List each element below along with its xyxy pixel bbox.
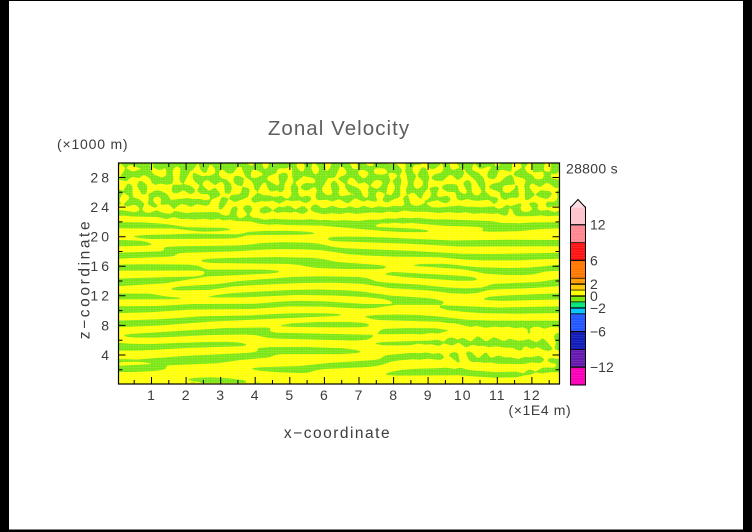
svg-text:5: 5 <box>285 387 294 403</box>
svg-text:(×1E4 m): (×1E4 m) <box>509 402 572 418</box>
svg-text:2: 2 <box>590 276 598 292</box>
svg-text:3: 3 <box>216 387 225 403</box>
svg-text:8: 8 <box>389 387 398 403</box>
svg-text:4: 4 <box>101 347 112 363</box>
svg-text:0: 0 <box>590 288 598 304</box>
svg-text:12: 12 <box>523 387 541 403</box>
svg-text:1: 1 <box>147 387 156 403</box>
svg-text:6: 6 <box>320 387 329 403</box>
svg-text:z−coordinate: z−coordinate <box>76 219 93 339</box>
svg-text:12: 12 <box>590 217 606 233</box>
svg-text:2: 2 <box>182 387 191 403</box>
svg-text:28: 28 <box>90 169 112 185</box>
svg-text:8: 8 <box>101 317 112 333</box>
svg-text:20: 20 <box>90 229 112 245</box>
svg-text:28800 s: 28800 s <box>566 161 618 177</box>
svg-text:6: 6 <box>590 252 598 268</box>
svg-text:Zonal Velocity: Zonal Velocity <box>268 117 410 140</box>
svg-text:−2: −2 <box>590 300 606 316</box>
svg-text:11: 11 <box>489 387 506 403</box>
svg-text:9: 9 <box>424 387 433 403</box>
svg-text:24: 24 <box>90 199 112 215</box>
svg-text:−12: −12 <box>590 359 614 375</box>
svg-text:(×1000 m): (×1000 m) <box>57 136 128 152</box>
svg-text:12: 12 <box>90 288 112 304</box>
svg-text:7: 7 <box>355 387 364 403</box>
svg-text:x−coordinate: x−coordinate <box>284 425 391 442</box>
svg-text:10: 10 <box>454 387 472 403</box>
svg-text:−6: −6 <box>590 324 606 340</box>
svg-text:16: 16 <box>90 258 112 274</box>
svg-text:4: 4 <box>251 387 260 403</box>
